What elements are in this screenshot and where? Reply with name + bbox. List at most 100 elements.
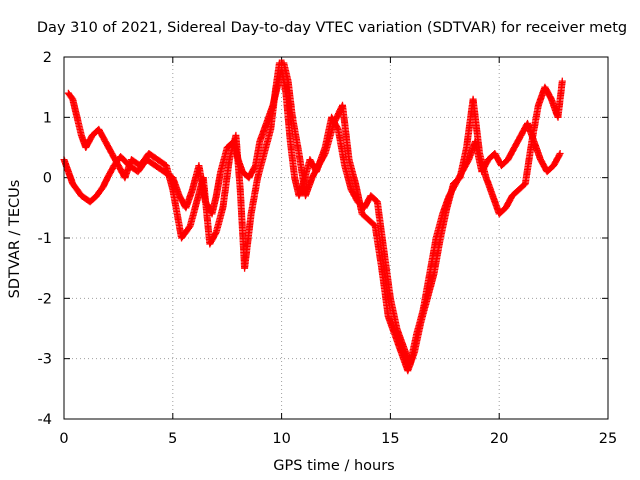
data-point-run [366, 217, 378, 229]
data-point-run [182, 187, 196, 210]
data-point-run [169, 187, 185, 240]
data-point-run [341, 163, 355, 192]
data-point-run [528, 103, 542, 144]
data-point-run [70, 181, 80, 192]
x-tick-label: 0 [59, 431, 68, 447]
data-point-run [499, 157, 511, 169]
data-point-run [302, 175, 316, 198]
data-point-run [378, 266, 392, 319]
data-point-run [153, 163, 167, 175]
x-axis-label: GPS time / hours [273, 458, 394, 474]
data-point-run [271, 61, 283, 96]
data-point-run [352, 181, 366, 216]
data-point-run [287, 139, 298, 180]
data-marks [60, 59, 566, 375]
x-tick-label: 25 [599, 431, 617, 447]
data-point-run [146, 150, 160, 163]
data-point-run [503, 193, 515, 210]
data-point-run [87, 193, 100, 205]
data-point-run [393, 326, 407, 349]
data-point-run [456, 145, 470, 180]
data-point-run [380, 248, 394, 301]
data-point-run [213, 205, 226, 234]
data-point-run [69, 97, 81, 120]
data-point-run [217, 145, 231, 174]
data-point-run [282, 91, 294, 144]
data-point-run [443, 181, 457, 210]
data-point-run [469, 97, 483, 156]
chart-title: Day 310 of 2021, Sidereal Day-to-day VTE… [37, 20, 627, 36]
data-point-run [247, 175, 261, 216]
data-point-run [94, 184, 106, 198]
data-point-run [144, 156, 158, 169]
y-tick-label: 2 [43, 50, 52, 66]
data-point-run [315, 151, 328, 168]
data-point-run [426, 236, 440, 277]
data-point-run [496, 205, 509, 217]
data-point-run [374, 199, 388, 252]
data-point-run [385, 314, 398, 337]
data-point-run [163, 163, 176, 192]
y-tick-label: -1 [38, 231, 52, 247]
data-point-run [411, 320, 424, 355]
data-point-run [207, 229, 220, 247]
data-point-run [178, 223, 193, 241]
x-tick-label: 10 [272, 431, 290, 447]
data-point-run [451, 175, 463, 187]
data-point-run [371, 224, 385, 271]
data-point-run [284, 79, 296, 120]
data-point-run [256, 121, 270, 144]
data-point-run [109, 151, 122, 168]
data-point-run [254, 151, 268, 180]
series-trace-a [60, 65, 564, 369]
data-point-run [522, 139, 536, 186]
data-point-run [83, 133, 96, 150]
data-point-run [550, 151, 563, 168]
data-point-run [74, 187, 84, 199]
data-point-run [155, 156, 169, 169]
data-point-run [509, 187, 522, 199]
data-point-run [289, 115, 303, 156]
data-point [558, 77, 566, 85]
y-tick-label: -2 [38, 291, 52, 307]
data-point-run [322, 121, 337, 156]
data-point-run [505, 145, 518, 162]
data-point-run [554, 79, 566, 120]
y-tick-label: 0 [43, 171, 52, 187]
data-point-run [232, 133, 244, 192]
data-point-run [246, 163, 259, 180]
data-point-run [542, 85, 555, 102]
data-point-run [335, 127, 348, 168]
y-tick-label: -3 [38, 352, 52, 368]
x-tick-label: 5 [168, 431, 177, 447]
data-point-run [424, 272, 437, 301]
data-point-run [121, 157, 135, 180]
data-point-run [267, 91, 279, 132]
data-point-run [199, 175, 214, 246]
data-point-run [387, 296, 401, 331]
data-point-run [339, 103, 353, 162]
series-trace-b [64, 59, 566, 375]
data-point-run [280, 61, 292, 84]
y-axis-label: SDTVAR / TECUs [7, 180, 23, 299]
data-point-run [79, 193, 89, 202]
data-point-run [391, 332, 405, 355]
x-tick-label: 15 [381, 431, 399, 447]
data-point-run [208, 193, 220, 216]
data-point-run [476, 151, 490, 180]
data-point-run [544, 163, 556, 175]
data-point-run [430, 236, 444, 277]
data-point-run [73, 115, 85, 138]
y-tick-label: 1 [43, 110, 52, 126]
data-point-run [219, 157, 233, 210]
data-point-run [96, 127, 109, 144]
tick-labels: 0 5 10 15 20 25 -4 -3 -2 -1 0 1 2 [38, 50, 618, 447]
data-point-run [417, 296, 431, 325]
data-point-run [404, 350, 418, 373]
data-point-run [187, 199, 200, 228]
x-tick-label: 20 [490, 431, 508, 447]
data-point-run [102, 139, 115, 156]
grid [64, 57, 608, 419]
y-tick-label: -4 [38, 412, 52, 428]
